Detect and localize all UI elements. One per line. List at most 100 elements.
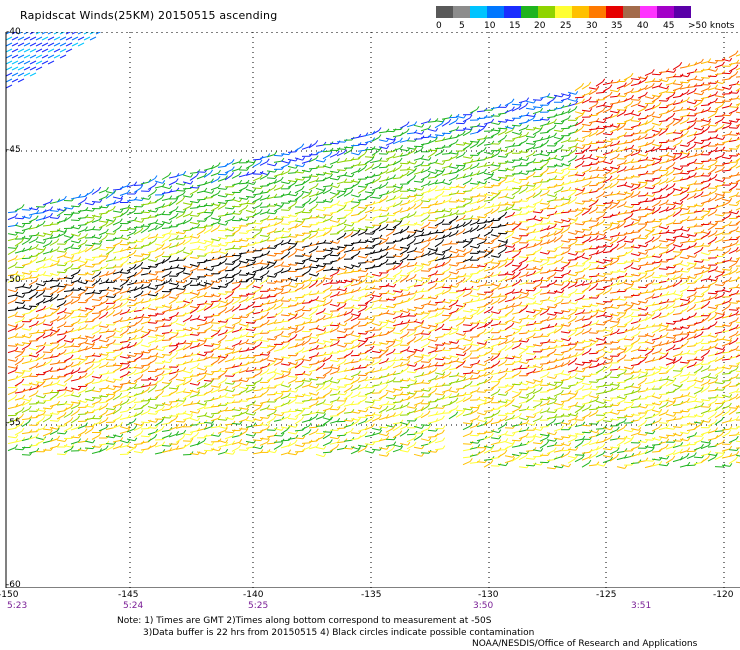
wind-barb — [98, 223, 107, 229]
wind-barb — [105, 446, 114, 451]
wind-barb-flag — [343, 219, 347, 223]
wind-barb — [189, 175, 197, 181]
wind-barb — [161, 384, 169, 390]
wind-barb — [231, 342, 240, 347]
wind-barb — [175, 425, 184, 429]
wind-barb — [168, 287, 177, 291]
wind-barb — [147, 413, 157, 415]
wind-barb — [28, 436, 37, 440]
wind-barb-flag — [281, 261, 285, 265]
wind-barb — [231, 161, 240, 165]
wind-barb-flag — [28, 342, 32, 346]
wind-barb — [98, 331, 107, 334]
wind-barb-flag — [154, 441, 158, 446]
wind-barb — [252, 404, 262, 407]
wind-barb — [350, 170, 359, 175]
wind-barb — [84, 417, 93, 421]
wind-barb-flag — [210, 169, 214, 174]
wind-barb-flag — [22, 230, 26, 234]
wind-barb — [210, 360, 219, 366]
wind-barb — [203, 197, 213, 199]
wind-barb-flag — [302, 156, 306, 161]
wind-barb — [105, 202, 114, 206]
wind-barb-flag — [155, 208, 159, 213]
wind-barb-flag — [57, 400, 61, 405]
wind-barb — [182, 334, 191, 337]
wind-barb — [56, 285, 66, 288]
wind-barb — [336, 222, 345, 227]
wind-barb — [420, 382, 430, 384]
wind-barb — [252, 332, 261, 336]
wind-barb-flag — [175, 402, 179, 407]
wind-barb — [161, 221, 170, 225]
wind-barb-flag — [78, 386, 82, 391]
wind-barb-flag — [393, 153, 396, 157]
wind-barb — [336, 288, 345, 292]
wind-barb-flag — [197, 391, 201, 396]
wind-barb-flag — [274, 273, 278, 278]
wind-barb — [49, 430, 58, 435]
wind-barb — [392, 231, 401, 236]
wind-barb — [175, 447, 184, 450]
wind-barb — [189, 452, 198, 456]
wind-barb-flag — [218, 375, 222, 380]
wind-barb — [77, 309, 86, 312]
wind-barb — [413, 338, 422, 343]
wind-barb — [245, 222, 254, 225]
wind-barb-flag — [70, 235, 74, 239]
wind-barb — [133, 367, 143, 369]
wind-barb — [189, 277, 199, 280]
wind-barb — [322, 324, 331, 328]
wind-barb — [168, 448, 177, 452]
wind-barb — [105, 408, 114, 411]
wind-barb-flag — [217, 224, 221, 229]
wind-barb-flag — [197, 263, 201, 267]
wind-barb — [259, 407, 268, 411]
wind-barb — [259, 401, 268, 404]
wind-barb — [154, 206, 163, 210]
wind-barb-flag — [260, 336, 264, 340]
wind-barb-flag — [28, 398, 32, 403]
wind-barb — [112, 329, 121, 333]
wind-barb — [364, 362, 373, 368]
wind-barb — [49, 445, 58, 449]
wind-barb — [399, 139, 408, 143]
wind-barb — [7, 370, 16, 375]
wind-barb-flag — [64, 248, 68, 253]
wind-barb — [238, 449, 248, 451]
wind-barb — [147, 378, 156, 381]
wind-barb-flag — [309, 357, 313, 362]
wind-barb — [182, 251, 191, 255]
wind-barb-flag — [57, 282, 61, 286]
wind-barb-flag — [14, 275, 18, 279]
wind-barb-flag — [176, 257, 180, 261]
wind-barb-flag — [211, 419, 215, 424]
wind-barb — [252, 446, 261, 450]
wind-barb — [245, 403, 254, 407]
wind-barb — [112, 215, 121, 219]
wind-barb — [112, 354, 121, 359]
wind-barb — [133, 320, 141, 326]
wind-barb — [336, 246, 345, 249]
wind-barb-flag — [322, 308, 326, 312]
wind-barb — [42, 201, 51, 206]
wind-barb — [147, 420, 156, 423]
wind-barb — [308, 369, 317, 373]
wind-barb-flag — [15, 364, 19, 369]
wind-barb — [175, 363, 184, 366]
wind-barb-flag — [414, 363, 418, 367]
wind-barb — [70, 441, 79, 445]
wind-barb — [301, 279, 310, 283]
wind-barb — [126, 309, 135, 314]
wind-barb — [392, 210, 401, 215]
wind-barb — [273, 196, 283, 198]
wind-barb-flag — [336, 443, 340, 448]
wind-barb-flag — [113, 294, 117, 298]
wind-barb — [14, 409, 23, 415]
wind-barb — [343, 347, 352, 351]
wind-barb — [329, 338, 339, 341]
wind-barb — [147, 387, 155, 393]
wind-barb-flag — [99, 405, 102, 409]
wind-barb — [238, 187, 247, 192]
wind-barb — [133, 451, 142, 454]
